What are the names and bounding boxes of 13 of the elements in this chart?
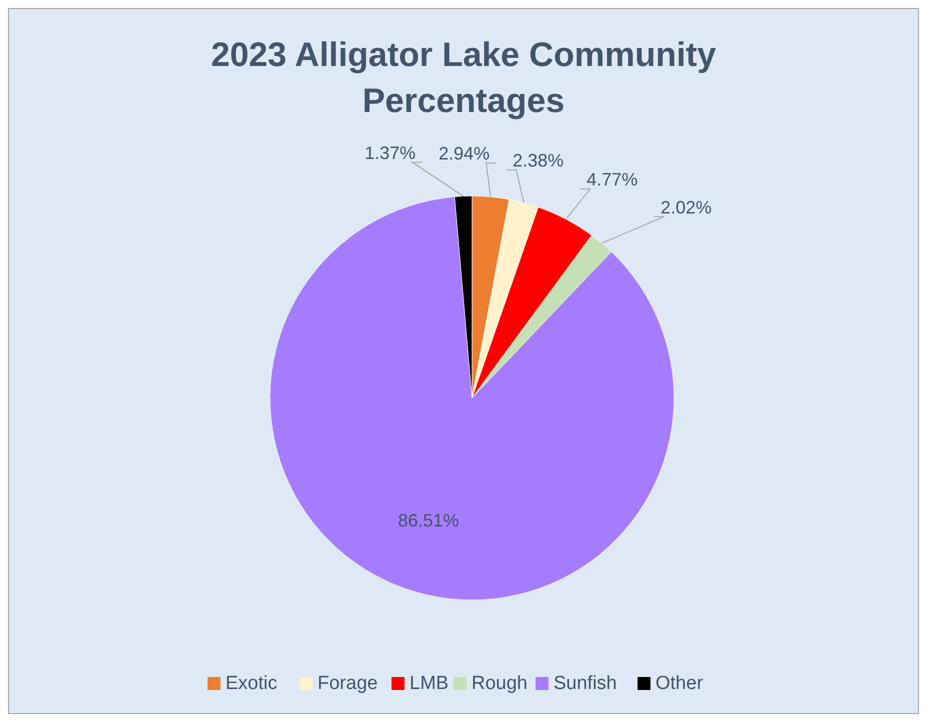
- legend-label: Exotic: [226, 673, 278, 694]
- legend-label: Rough: [472, 673, 528, 694]
- legend-label: Other: [656, 673, 704, 694]
- legend-label: LMB: [410, 673, 449, 694]
- chart-title: 2023 Alligator Lake Community Percentages: [210, 36, 716, 120]
- data-label: 4.77%: [586, 170, 638, 190]
- data-label: 1.37%: [364, 142, 416, 163]
- data-label: 2.94%: [438, 144, 490, 164]
- legend-label: Forage: [318, 673, 378, 694]
- legend-label: Sunfish: [554, 673, 617, 694]
- data-label: 86.51%: [398, 510, 460, 531]
- data-label: 2.38%: [512, 150, 564, 171]
- data-label: 2.02%: [660, 197, 712, 218]
